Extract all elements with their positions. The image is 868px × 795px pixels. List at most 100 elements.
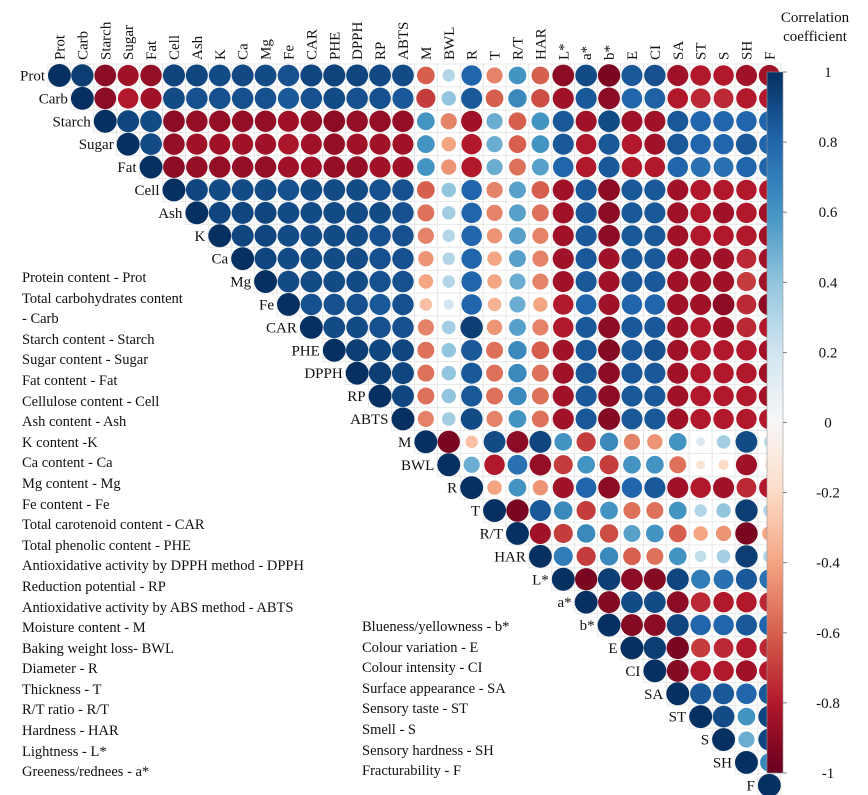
corr-circle-t-e (623, 502, 641, 520)
corr-circle-prot-sugar (117, 64, 139, 87)
corr-circle-r-t-r-t (506, 522, 529, 545)
corr-circle-har-e (623, 547, 641, 566)
abbreviation-entry: Mg content - Mg (22, 475, 121, 492)
corr-circle-bwl-sa (669, 456, 687, 474)
corr-circle-ash-t (486, 204, 503, 221)
corr-circle-starch-l-star (552, 110, 574, 132)
corr-circle-ash-b-star (598, 201, 620, 224)
col-label-bwl: BWL (442, 27, 458, 60)
corr-circle-e-ci (643, 636, 667, 660)
colorbar: Correlation coefficient 1 0.8 0.6 0.4 0.2 0 -0… (766, 10, 850, 782)
corr-circle-carb-carb (70, 86, 94, 110)
corr-circle-har-har (528, 544, 552, 568)
corr-circle-fe-r (461, 294, 482, 315)
corr-circle-m-b-star (599, 432, 619, 452)
corr-circle-har-a-star (576, 546, 596, 566)
corr-circle-ca-sh (736, 248, 757, 269)
row-label-bwl: BWL (401, 458, 434, 474)
corr-circle-m-m (414, 430, 438, 454)
corr-circle-b-star-sa (666, 614, 689, 637)
corr-circle-k-car (300, 224, 323, 247)
corr-circle-phe-phe (322, 338, 346, 362)
corr-circle-m-st (696, 437, 706, 447)
corr-circle-prot-sa (667, 64, 689, 87)
col-label-l-star: L* (556, 43, 572, 60)
corr-circle-car-sa (667, 316, 689, 338)
corr-circle-mg-fe (277, 270, 300, 293)
corr-circle-phe-st (690, 340, 711, 361)
col-label-r: R (465, 50, 481, 60)
corr-circle-starch-sugar (117, 110, 140, 133)
corr-circle-cell-sh (736, 179, 757, 201)
corr-circle-sugar-m (416, 135, 435, 154)
corr-circle-dpph-a-star (575, 362, 597, 384)
corr-circle-car-st (690, 317, 711, 338)
corr-circle-fat-phe (323, 156, 345, 178)
corr-circle-har-sa (668, 547, 687, 566)
abbreviation-entry: Sensory taste - ST (362, 701, 468, 718)
corr-circle-carb-a-star (575, 87, 597, 109)
corr-circle-r-sa (667, 477, 689, 499)
abbreviation-entry: Fe content - Fe (22, 496, 110, 513)
corr-circle-starch-starch (93, 109, 117, 133)
corr-circle-prot-sh (735, 64, 758, 87)
col-label-starch: Starch (98, 21, 114, 60)
col-label-ci: CI (648, 45, 664, 60)
corr-circle-starch-s (713, 111, 734, 132)
corr-circle-abts-sh (736, 408, 757, 430)
corr-circle-har-ci (646, 547, 664, 565)
corr-circle-t-l-star (554, 501, 573, 520)
corr-circle-starch-k (209, 110, 231, 132)
corr-circle-car-abts (392, 316, 414, 339)
corr-circle-fe-t (487, 297, 502, 312)
col-label-f: F (762, 52, 778, 60)
corr-circle-dpph-bwl (441, 365, 456, 381)
corr-circle-b-star-st (690, 614, 711, 636)
corr-circle-l-star-b-star (597, 568, 621, 591)
corr-circle-starch-r-t (508, 112, 527, 131)
corr-circle-har-sh (735, 545, 758, 568)
corr-circle-bwl-s (718, 459, 729, 470)
corr-circle-mg-m (418, 274, 434, 289)
corr-circle-carb-m (416, 88, 436, 108)
abbreviation-entry: Total carotenoid content - CAR (22, 517, 205, 534)
corr-circle-bwl-har (529, 454, 552, 476)
corr-circle-rp-t (486, 387, 504, 405)
corr-circle-k-mg (254, 224, 277, 247)
corr-circle-st-s (712, 705, 735, 728)
corr-circle-k-a-star (575, 225, 597, 247)
row-label-t: T (471, 504, 480, 520)
corr-circle-sa-sh (736, 683, 757, 704)
corr-circle-k-r-t (508, 227, 526, 245)
corr-circle-f-f (757, 773, 781, 795)
corr-circle-ci-sh (735, 660, 758, 682)
abbreviation-entry: Antioxidative activity by ABS method - A… (22, 599, 294, 616)
corr-circle-ca-a-star (575, 248, 597, 270)
col-label-har: HAR (533, 28, 549, 60)
corr-circle-bwl-st (696, 460, 706, 470)
corr-circle-ca-r-t (508, 250, 526, 268)
corr-circle-a-star-b-star (598, 591, 621, 614)
corr-circle-prot-bwl (442, 69, 456, 82)
corr-circle-prot-har (531, 66, 550, 85)
corr-circle-bwl-bwl (437, 453, 461, 477)
corr-circle-ash-ash (185, 201, 209, 225)
corr-circle-carb-fe (277, 87, 300, 109)
corr-circle-rp-a-star (575, 385, 597, 407)
corr-circle-sa-st (690, 683, 712, 705)
corr-circle-ca-mg (254, 247, 277, 270)
corr-circle-mg-car (300, 270, 323, 293)
corr-circle-rp-r (461, 385, 483, 407)
corr-circle-k-ca (231, 224, 254, 247)
corr-circle-mg-st (690, 270, 712, 293)
corr-circle-carb-l-star (552, 87, 574, 109)
corr-circle-starch-ash (186, 110, 208, 132)
corr-circle-k-sh (736, 225, 757, 246)
corr-circle-fat-ci (644, 156, 666, 178)
corr-circle-car-s (712, 316, 735, 338)
corr-circle-cell-ca (231, 179, 254, 201)
abbreviation-entry: - Carb (22, 311, 59, 328)
corr-circle-sugar-fe (278, 133, 299, 155)
abbreviation-entry: Total phenolic content - PHE (22, 537, 191, 554)
